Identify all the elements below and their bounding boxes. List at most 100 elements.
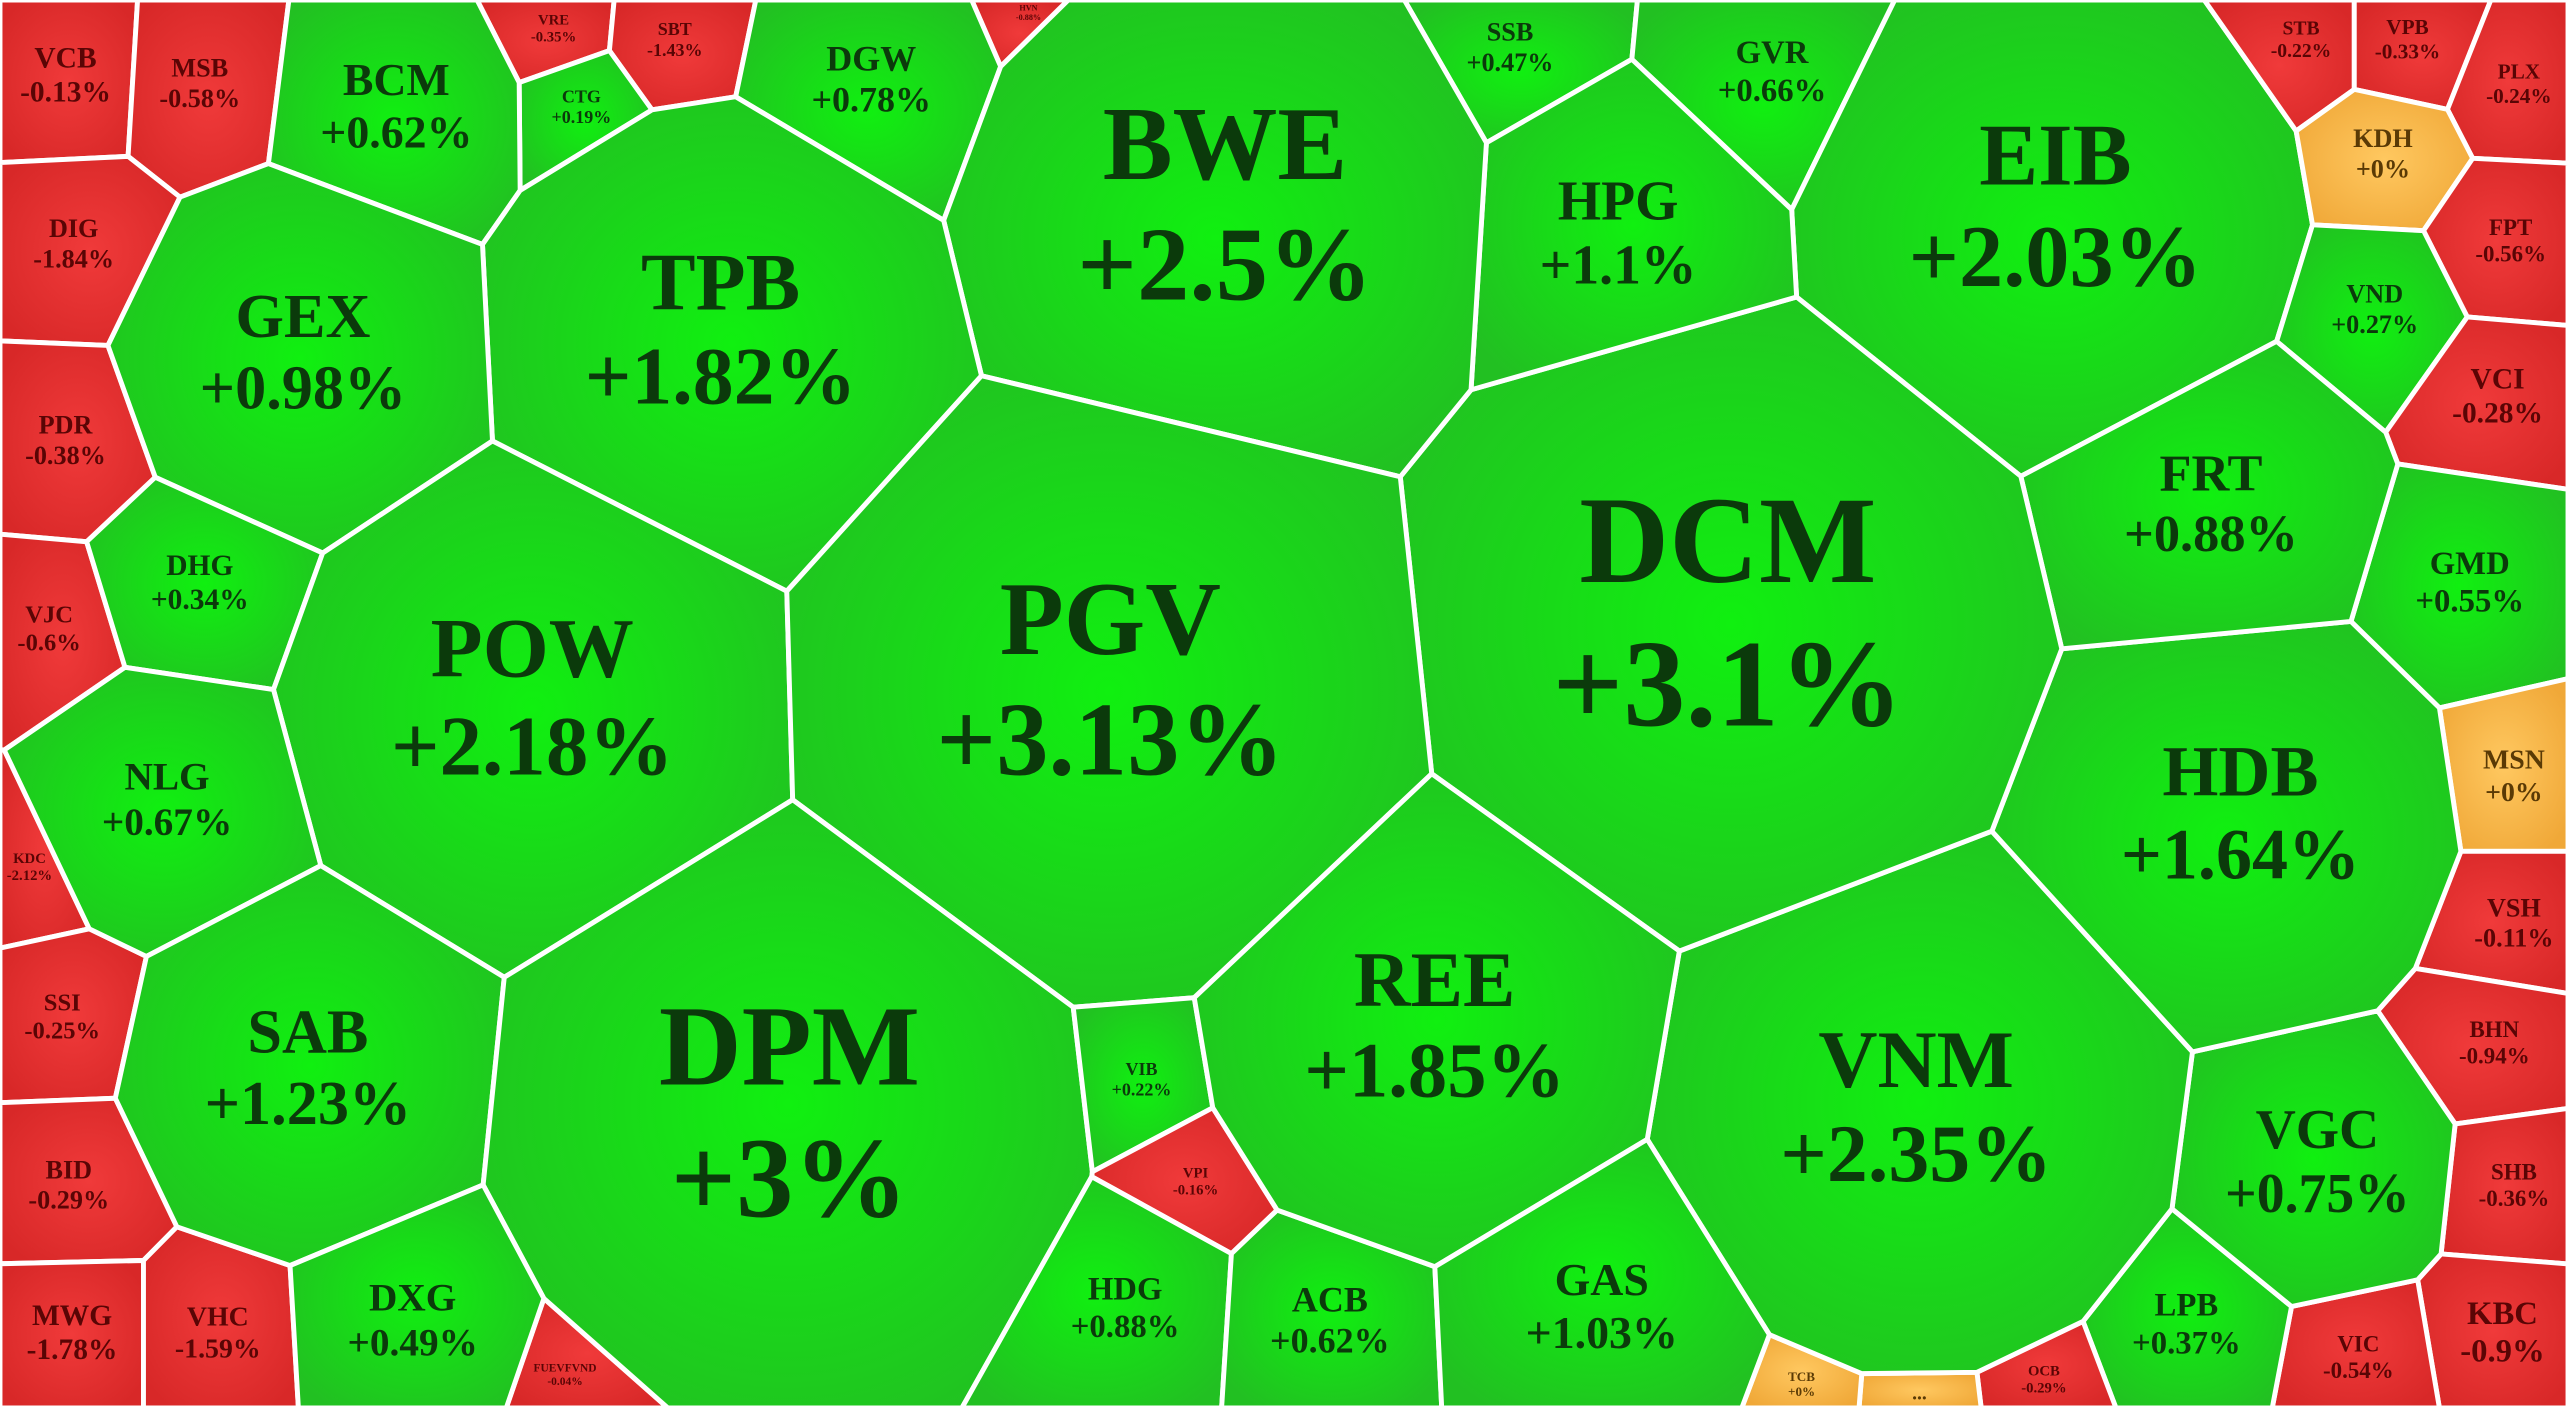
change-label: +2.18%: [391, 700, 674, 794]
change-label: -0.29%: [2021, 1380, 2066, 1396]
change-label: -0.94%: [2459, 1044, 2530, 1069]
change-label: -0.88%: [1016, 13, 1041, 22]
ticker-label: DIG: [49, 214, 98, 243]
change-label: +0.27%: [2331, 310, 2418, 339]
change-label: -1.84%: [33, 244, 114, 273]
ticker-label: BHN: [2469, 1017, 2519, 1042]
change-label: -1.78%: [27, 1334, 118, 1366]
change-label: -1.59%: [175, 1333, 261, 1364]
change-label: -0.22%: [2271, 40, 2332, 62]
ticker-label: ...: [1912, 1382, 1927, 1404]
ticker-label: HDB: [2162, 732, 2318, 812]
change-label: +0.66%: [1718, 73, 1827, 109]
ticker-label: DPM: [659, 983, 920, 1110]
ticker-label: ACB: [1292, 1279, 1368, 1319]
ticker-label: MSN: [2483, 745, 2545, 776]
ticker-label: VCB: [34, 43, 96, 75]
ticker-label: VGC: [2256, 1099, 2380, 1161]
change-label: -0.24%: [2486, 84, 2552, 108]
change-label: -0.38%: [25, 441, 106, 470]
ticker-label: LPB: [2155, 1288, 2219, 1324]
change-label: +0.75%: [2225, 1163, 2410, 1225]
ticker-label: CTG: [562, 86, 601, 106]
ticker-label: VNM: [1818, 1014, 2014, 1105]
change-label: -0.33%: [2375, 40, 2441, 64]
change-label: -1.43%: [647, 40, 703, 60]
change-label: +1.85%: [1304, 1027, 1565, 1114]
ticker-label: VND: [2346, 280, 2403, 309]
stock-cell[interactable]: [287, 1182, 547, 1408]
change-label: -0.13%: [20, 76, 111, 108]
change-label: -0.56%: [2475, 241, 2546, 266]
ticker-label: GMD: [2430, 546, 2510, 582]
ticker-label: SSI: [44, 989, 81, 1016]
change-label: -2.12%: [7, 868, 52, 884]
change-label: -0.6%: [17, 630, 80, 657]
ticker-label: DCM: [1579, 471, 1876, 609]
change-label: +0.37%: [2132, 1325, 2241, 1361]
change-label: +0.62%: [320, 107, 472, 158]
change-label: -0.16%: [1173, 1182, 1218, 1198]
ticker-label: BID: [45, 1156, 92, 1185]
change-label: +2.03%: [1909, 208, 2203, 306]
ticker-label: PDR: [39, 411, 94, 440]
change-label: +0.78%: [811, 80, 931, 120]
change-label: +3.1%: [1552, 614, 1903, 752]
ticker-label: BCM: [343, 54, 450, 105]
ticker-label: HPG: [1558, 171, 1679, 233]
change-label: -0.35%: [531, 30, 576, 46]
change-label: +0.22%: [1112, 1080, 1172, 1100]
ticker-label: SSB: [1487, 18, 1534, 47]
ticker-label: HDG: [1088, 1271, 1163, 1307]
ticker-label: FPT: [2489, 215, 2532, 240]
change-label: -0.04%: [547, 1376, 582, 1388]
change-label: -0.28%: [2452, 397, 2543, 429]
ticker-label: DGW: [826, 38, 916, 78]
change-label: +0%: [2356, 154, 2410, 183]
ticker-label: NLG: [124, 756, 209, 799]
ticker-label: GEX: [236, 283, 371, 351]
change-label: -0.29%: [28, 1186, 109, 1215]
ticker-label: TCB: [1788, 1369, 1815, 1384]
change-label: +0.34%: [151, 584, 249, 616]
change-label: +1.1%: [1540, 235, 1697, 297]
ticker-label: KDH: [2353, 124, 2413, 153]
ticker-label: MSB: [171, 54, 228, 83]
change-label: +0%: [2485, 777, 2543, 808]
ticker-label: PLX: [2498, 59, 2541, 83]
change-label: +0.67%: [102, 801, 232, 844]
ticker-label: POW: [431, 602, 634, 696]
change-label: +1.82%: [585, 331, 857, 422]
ticker-label: KDC: [13, 851, 46, 867]
change-label: +0.88%: [1071, 1309, 1180, 1345]
ticker-label: MWG: [32, 1300, 112, 1332]
change-label: +3.13%: [936, 682, 1284, 798]
change-label: +3%: [671, 1115, 908, 1242]
ticker-label: BWE: [1103, 86, 1348, 202]
ticker-label: VSH: [2487, 894, 2541, 923]
change-label: +0.19%: [552, 107, 612, 127]
ticker-label: VHC: [187, 1301, 249, 1332]
change-label: +0%: [1788, 1384, 1815, 1399]
ticker-label: VIC: [2337, 1332, 2379, 1357]
ticker-label: STB: [2282, 18, 2319, 40]
change-label: +0.62%: [1270, 1321, 1390, 1361]
change-label: -0.36%: [2479, 1186, 2550, 1211]
ticker-label: VIB: [1126, 1059, 1158, 1079]
change-label: +0.47%: [1467, 48, 1554, 77]
ticker-label: SHB: [2491, 1160, 2537, 1185]
ticker-label: SBT: [658, 19, 692, 39]
change-label: +0.49%: [347, 1321, 477, 1364]
ticker-label: HVN: [1019, 3, 1037, 12]
stock-cell[interactable]: [1432, 1136, 1772, 1408]
change-label: -0.54%: [2323, 1358, 2394, 1383]
ticker-label: VJC: [25, 601, 73, 628]
ticker-label: VRE: [538, 13, 569, 29]
ticker-label: PGV: [1000, 561, 1221, 677]
ticker-label: VCI: [2471, 363, 2525, 395]
ticker-label: VPB: [2386, 15, 2429, 39]
ticker-label: EIB: [1979, 107, 2131, 205]
ticker-label: DHG: [166, 550, 233, 582]
